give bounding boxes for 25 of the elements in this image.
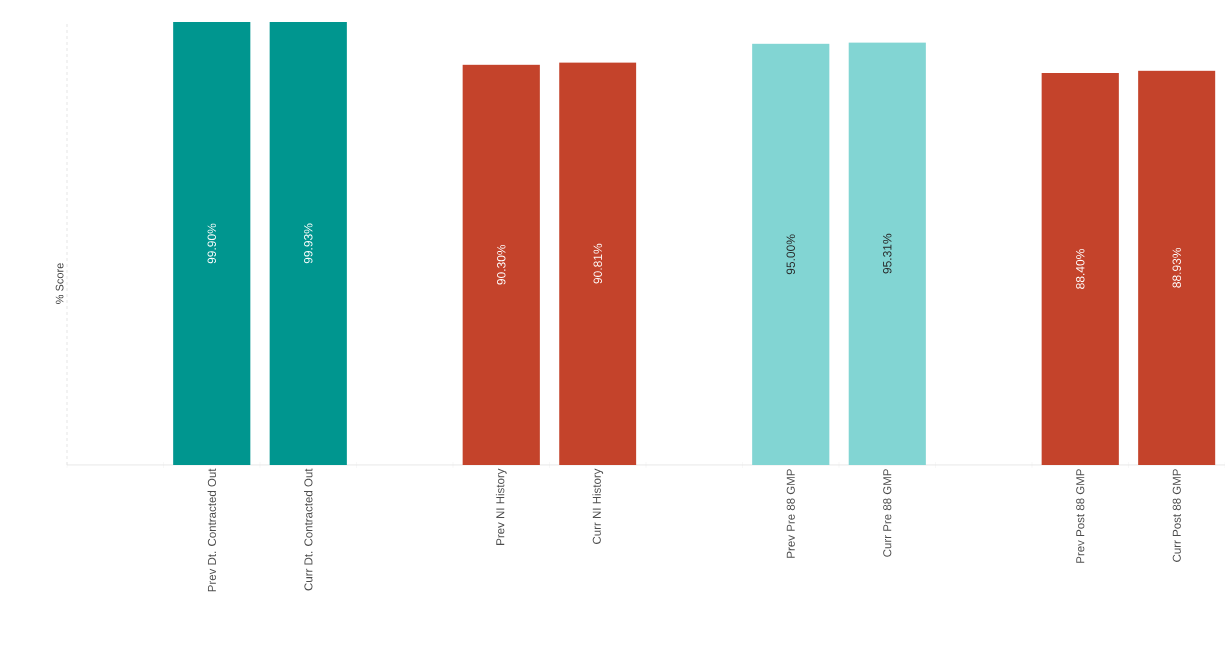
bar (1041, 73, 1119, 465)
x-tick-label: Curr NI History (592, 468, 604, 544)
data-label: 95.31% (883, 233, 892, 274)
bar (752, 43, 830, 465)
bar (559, 62, 637, 465)
x-tick-label: Prev NI History (495, 468, 507, 545)
data-label: 99.93% (304, 223, 313, 264)
data-label: 90.81% (593, 243, 602, 284)
bar (1138, 70, 1216, 465)
data-label: 99.90% (207, 223, 216, 264)
x-tick-label: Prev Dt. Contracted Out (207, 468, 216, 592)
data-label: 88.40% (1076, 249, 1085, 289)
x-tick-label: Curr Pre 88 GMP (883, 469, 892, 557)
bar (848, 42, 926, 465)
data-label: 95.00% (786, 234, 795, 275)
x-tick-label: Prev Pre 88 GMP (786, 469, 795, 558)
bar (462, 64, 540, 465)
y-axis-title: % Score (55, 263, 64, 304)
data-label: 90.30% (497, 244, 506, 285)
data-label: 88.93% (1172, 247, 1181, 288)
x-tick-label: Prev Post 88 GMP (1076, 469, 1085, 563)
x-tick-label: Curr Dt. Contracted Out (304, 468, 313, 591)
x-tick-label: Curr Post 88 GMP (1172, 469, 1181, 562)
bar (269, 21, 347, 465)
bar (173, 22, 251, 465)
